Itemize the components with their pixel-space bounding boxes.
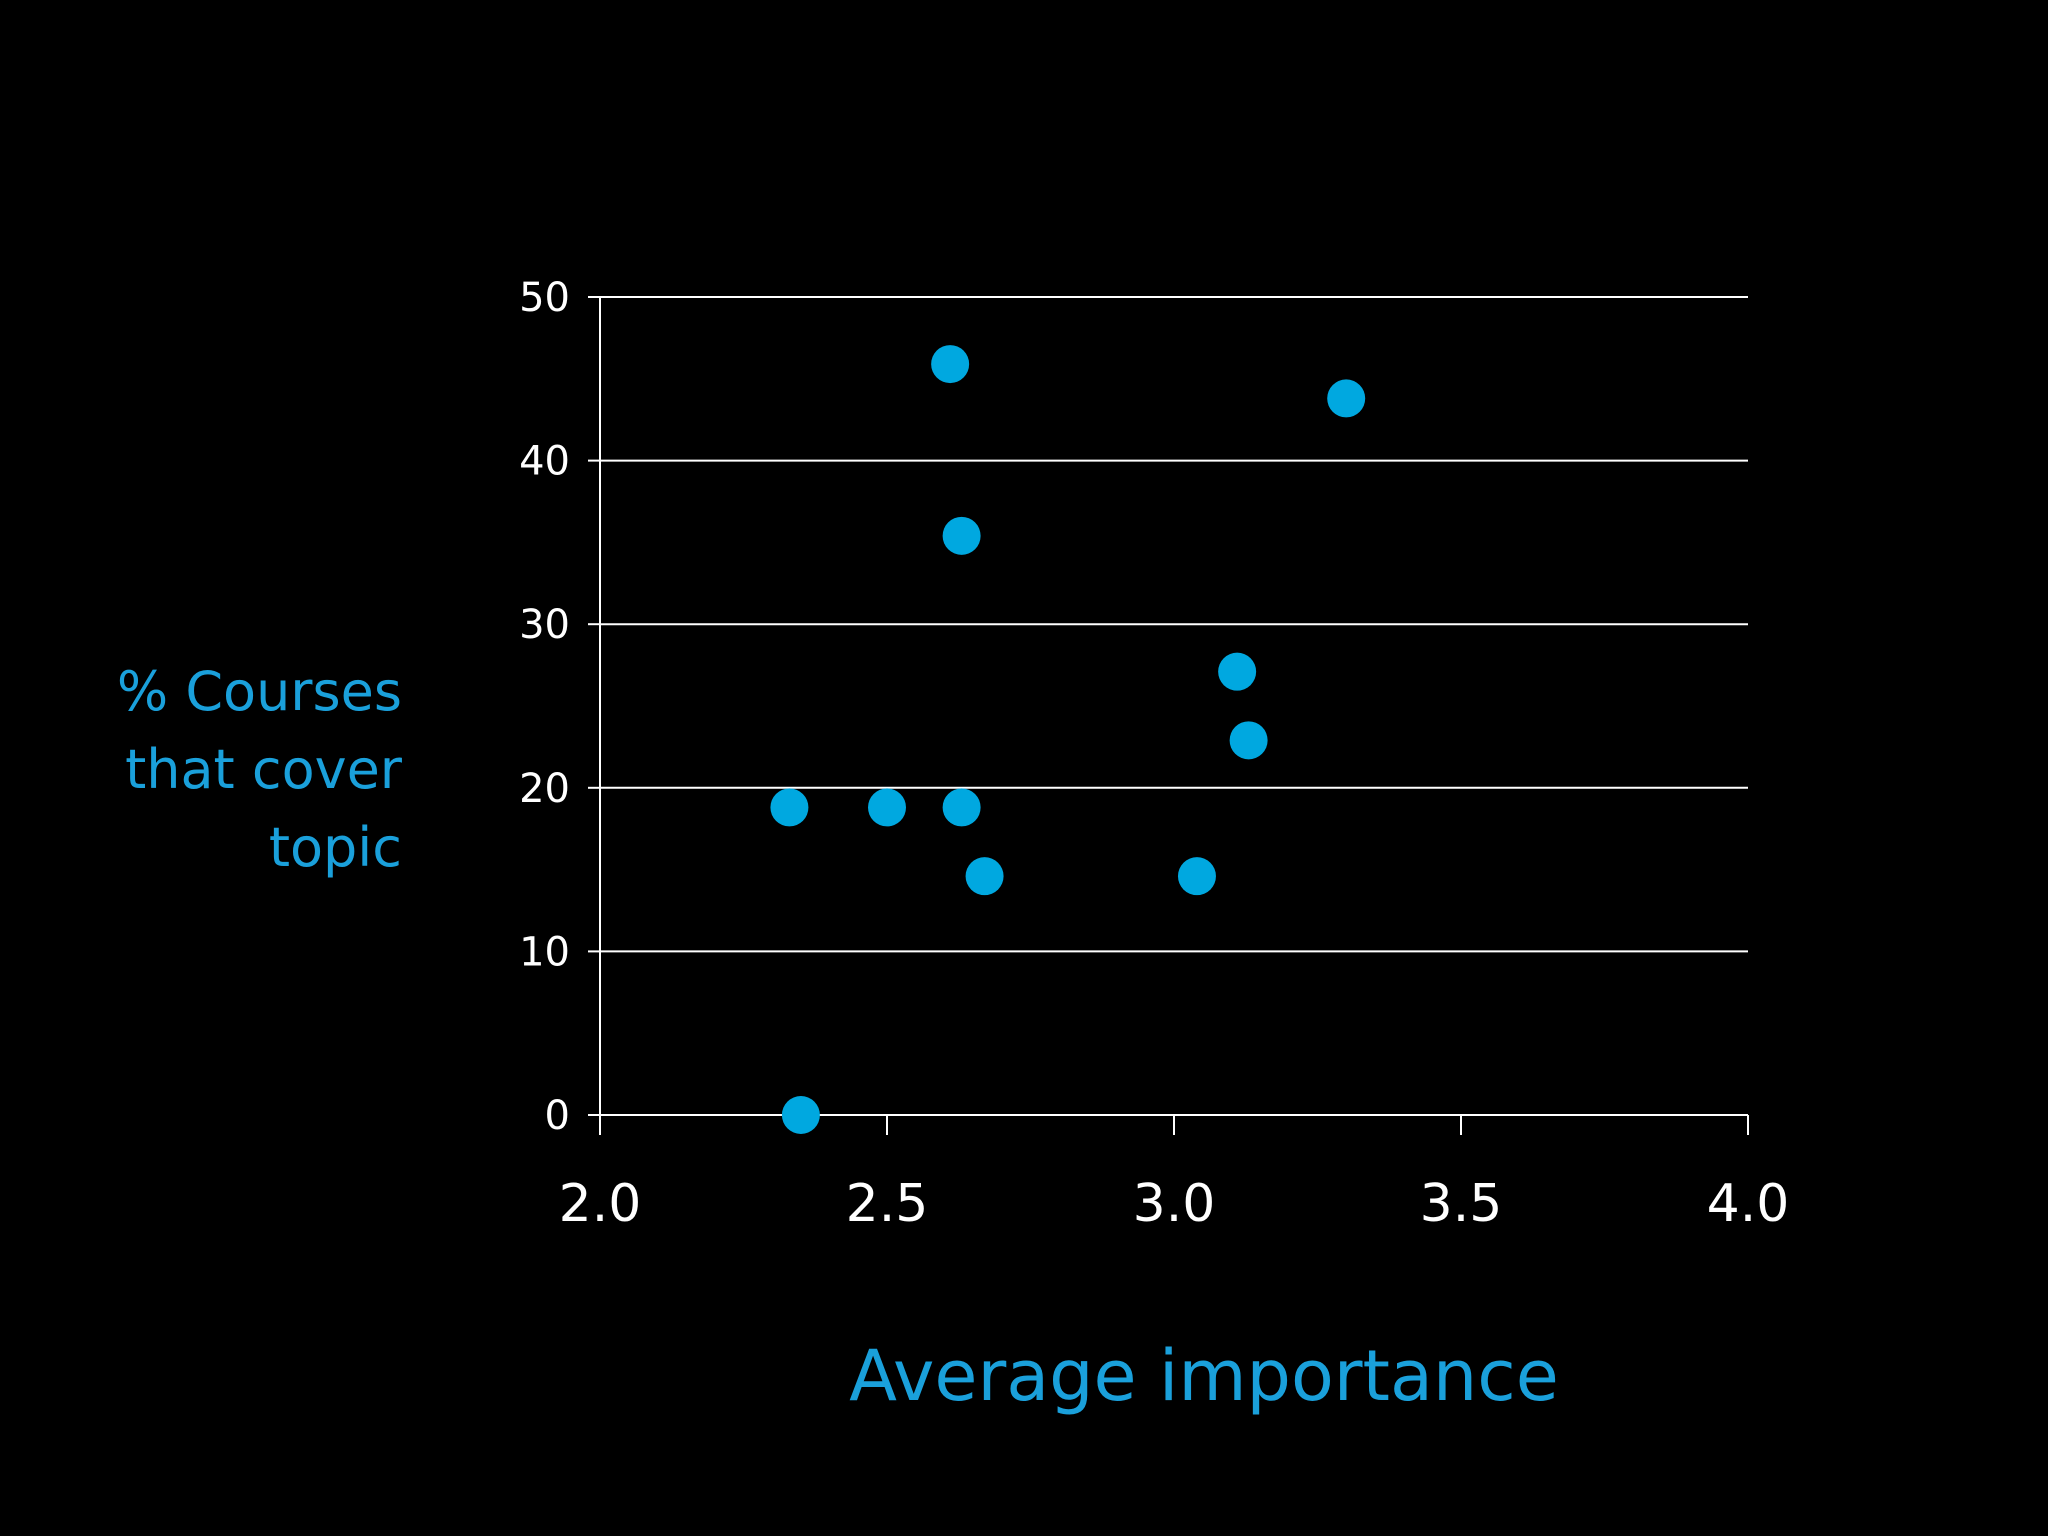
gridlines <box>600 296 1748 953</box>
y-axis-title-line: topic <box>269 816 402 879</box>
data-points <box>770 345 1366 1134</box>
data-point <box>942 516 981 555</box>
y-axis-title-line: that cover <box>125 738 403 801</box>
y-tick-label: 0 <box>545 1093 570 1139</box>
data-point <box>781 1096 820 1134</box>
data-point <box>1177 857 1216 896</box>
data-point <box>1218 652 1257 691</box>
data-point <box>770 788 809 827</box>
y-tick-label: 30 <box>519 602 570 648</box>
data-point <box>1327 379 1366 418</box>
y-axis-title: % Courses that cover topic <box>117 660 403 879</box>
y-axis-title-line: % Courses <box>117 660 402 723</box>
tick-labels: 0 10 20 30 40 50 2.0 2.5 3.0 3.5 4.0 <box>519 275 1789 1234</box>
y-tick-label: 40 <box>519 439 570 485</box>
data-point <box>1229 721 1268 760</box>
axis-titles: Average importance % Courses that cover to… <box>117 660 1559 1417</box>
y-tick-label: 20 <box>519 766 570 812</box>
x-tick-label: 2.0 <box>559 1174 642 1234</box>
y-tick-label: 50 <box>519 275 570 321</box>
x-tick-label: 3.5 <box>1420 1174 1503 1234</box>
x-tick-label: 3.0 <box>1133 1174 1216 1234</box>
data-point <box>942 788 981 827</box>
data-point <box>931 345 970 384</box>
y-tick-label: 10 <box>519 929 570 975</box>
data-point <box>965 857 1004 896</box>
x-tick-label: 2.5 <box>846 1174 929 1234</box>
data-point <box>868 788 906 827</box>
x-axis-title: Average importance <box>849 1335 1559 1417</box>
x-tick-label: 4.0 <box>1707 1174 1790 1234</box>
